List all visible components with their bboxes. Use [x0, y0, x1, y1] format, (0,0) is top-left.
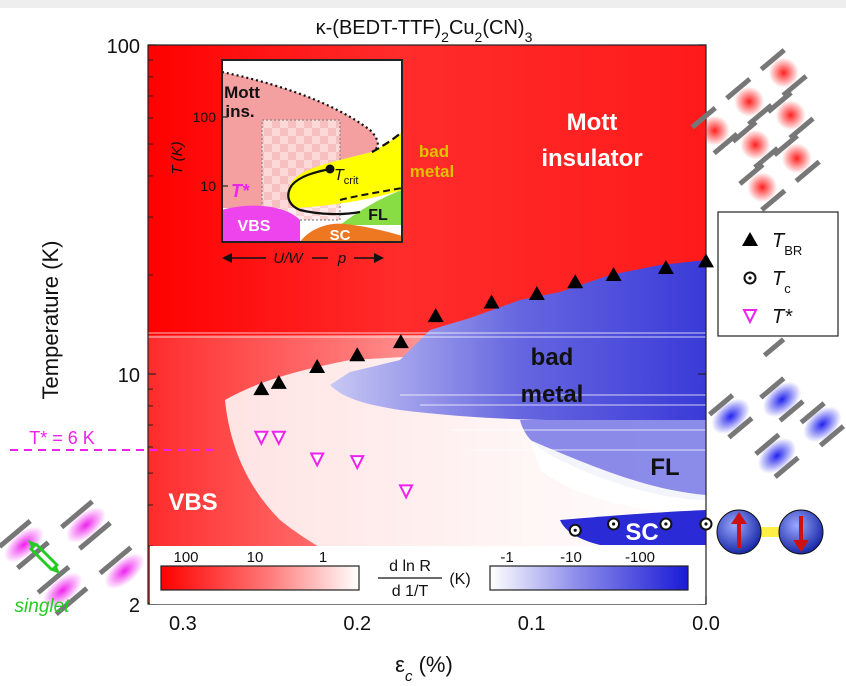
region-label-bad: bad — [531, 344, 574, 371]
x-axis-label: εc (%) — [395, 652, 453, 685]
chart-title: κ-(BEDT-TTF)2Cu2(CN)3 — [316, 17, 533, 45]
region-label-sc: SC — [625, 519, 658, 546]
data-point — [398, 484, 414, 500]
cooper-pair-illustration — [716, 509, 824, 555]
colorbar-label-denominator: d 1/T — [392, 583, 429, 600]
y-axis-label: Temperature (K) — [38, 241, 63, 400]
region-label-insulator: insulator — [541, 145, 642, 172]
data-point — [309, 359, 326, 374]
region-label-mott: Mott — [567, 109, 618, 136]
inset-fl-region — [340, 190, 402, 225]
data-point — [657, 260, 674, 275]
inset-label-tstar: T* — [231, 181, 250, 201]
x-ticks: 0.3 0.2 0.1 0.0 — [169, 596, 720, 635]
singlet-label: singlet — [15, 596, 71, 617]
region-label-metal: metal — [521, 381, 584, 408]
inset-label-mott: Mott — [224, 83, 260, 102]
region-label-fl: FL — [650, 454, 679, 481]
colorbar-tick-1: 1 — [319, 549, 327, 566]
y-tick-label: 2 — [129, 595, 140, 617]
inset-label-ins: ins. — [225, 102, 254, 121]
region-label-vbs: VBS — [168, 489, 217, 516]
data-point — [349, 347, 366, 362]
data-point — [659, 517, 673, 531]
inset-label-metal: metal — [410, 162, 454, 181]
legend-label: Tc — [772, 268, 791, 296]
legend-label: T* — [772, 306, 793, 328]
inset-phase-diagram: Mott ins. bad metal FL SC VBS T* Tcrit T… — [169, 59, 454, 267]
inset-first-order-line — [287, 167, 361, 216]
colorbar-tick-neg10: -10 — [560, 549, 582, 566]
colorbar: 100 10 1 -1 -10 -100 d ln R d 1/T (K) — [150, 546, 705, 604]
data-point — [483, 294, 500, 309]
inset-frame — [221, 59, 403, 243]
data-point — [607, 517, 621, 531]
legend: TBR Tc T* — [717, 211, 839, 337]
series-1 — [568, 517, 713, 537]
colorbar-tick-100: 100 — [173, 549, 198, 566]
inset-x-label-p: p — [337, 250, 346, 267]
inset-label-fl: FL — [368, 207, 388, 224]
y-tick-label: 10 — [118, 365, 140, 387]
inset-critical-point — [325, 164, 335, 174]
colorbar-tick-neg1: -1 — [500, 549, 513, 566]
data-point — [349, 455, 365, 471]
x-tick-label: 0.0 — [692, 613, 720, 635]
colorbar-unit: (K) — [449, 571, 470, 588]
data-point — [271, 430, 287, 447]
inset-vbs-region — [222, 205, 300, 242]
x-tick-label: 0.2 — [343, 613, 371, 635]
data-point — [427, 308, 444, 323]
inset-ytick-100: 100 — [193, 109, 217, 125]
legend-marker — [742, 309, 758, 325]
legend-box — [717, 211, 839, 337]
metal-lattice-illustration — [707, 337, 846, 479]
inset-y-label: T (K) — [169, 141, 186, 174]
inset-fl-boundary — [339, 187, 403, 201]
data-point — [528, 286, 545, 301]
colorbar-tick-neg100: -100 — [625, 549, 655, 566]
data-point — [567, 274, 584, 289]
data-point — [253, 430, 269, 447]
legend-marker — [743, 271, 757, 285]
inset-sc-region — [300, 223, 402, 242]
colorbar-label-numerator: d ln R — [389, 558, 431, 575]
data-markers — [253, 253, 714, 537]
x-tick-label: 0.3 — [169, 613, 197, 635]
y-tick-label: 100 — [107, 36, 140, 58]
data-point — [605, 266, 622, 281]
x-tick-label: 0.1 — [518, 613, 546, 635]
series-2 — [253, 430, 414, 500]
data-point — [698, 253, 714, 268]
data-point — [392, 334, 409, 349]
series-0 — [253, 253, 714, 396]
inset-label-bad: bad — [419, 142, 449, 161]
mott-insulator-lattice-illustration — [690, 48, 821, 212]
inset-ytick-10: 10 — [200, 178, 216, 194]
inset-label-tcrit: Tcrit — [334, 167, 358, 187]
top-band — [0, 0, 846, 8]
vbs-singlet-illustration: singlet — [0, 499, 145, 617]
y-ticks: 100 10 2 — [107, 36, 706, 617]
data-point — [309, 452, 325, 468]
colorbar-positive — [160, 565, 360, 591]
colorbar-tick-10: 10 — [247, 549, 264, 566]
tstar-label: T* = 6 K — [29, 428, 95, 448]
data-point — [699, 517, 713, 531]
data-point — [270, 374, 287, 389]
inset-bad-metal-region — [287, 132, 402, 208]
inset-widom-line — [371, 131, 403, 153]
colorbar-negative — [489, 565, 689, 591]
data-point — [568, 523, 582, 537]
inset-x-label-uw: U/W — [273, 250, 304, 267]
legend-label: TBR — [772, 230, 802, 258]
inset-label-vbs: VBS — [238, 218, 271, 235]
data-point — [253, 381, 270, 396]
inset-label-sc: SC — [330, 227, 351, 244]
legend-marker — [742, 232, 758, 246]
